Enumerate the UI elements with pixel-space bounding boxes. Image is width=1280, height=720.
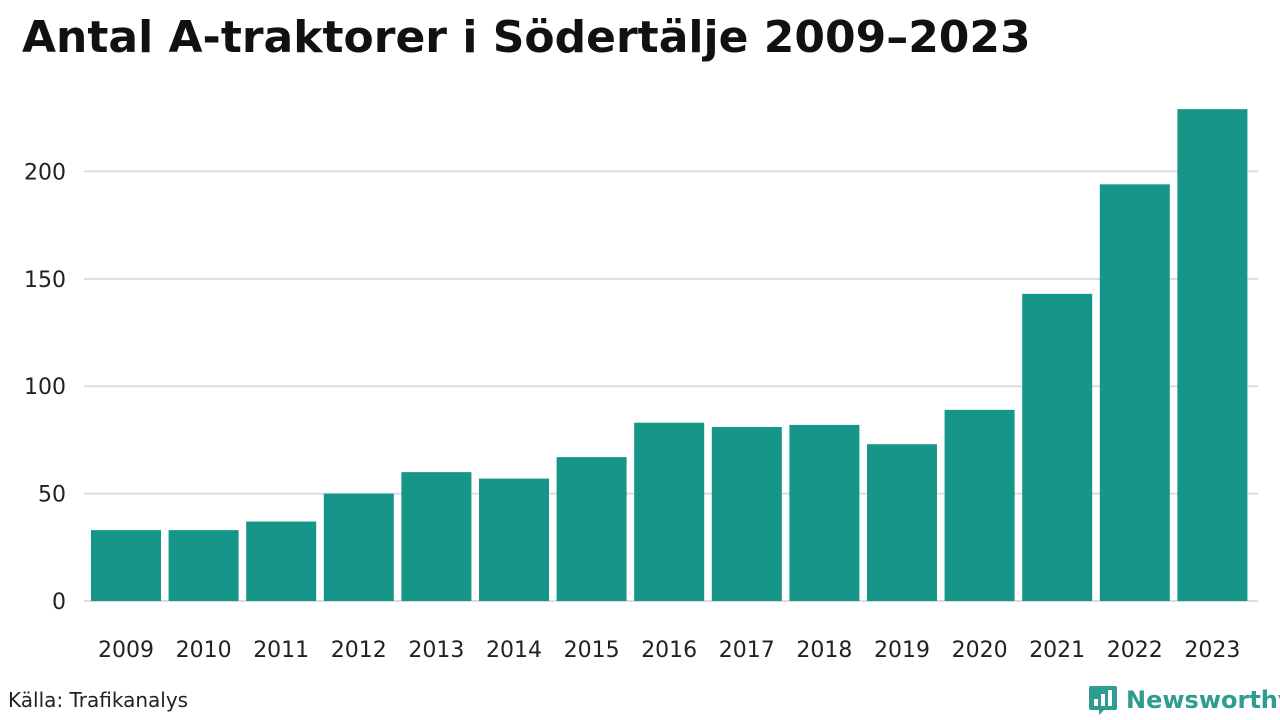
bar-2020[interactable] — [944, 409, 1015, 601]
bar-2014[interactable] — [479, 478, 549, 601]
x-tick-label: 2021 — [1029, 638, 1085, 663]
bars — [91, 109, 1248, 602]
y-tick-label: 200 — [24, 160, 66, 185]
x-tick-label: 2011 — [253, 638, 309, 663]
bar-2019[interactable] — [867, 444, 937, 601]
bar-2011[interactable] — [246, 521, 317, 601]
bar-2015[interactable] — [556, 457, 627, 601]
x-tick-label: 2020 — [952, 638, 1008, 663]
y-tick-label: 50 — [38, 483, 66, 508]
x-tick-label: 2016 — [641, 638, 697, 663]
x-tick-label: 2009 — [98, 638, 154, 663]
x-tick-label: 2010 — [176, 638, 232, 663]
bar-2023[interactable] — [1177, 109, 1248, 601]
x-tick-label: 2019 — [874, 638, 930, 663]
chart-title: Antal A-traktorer i Södertälje 2009–2023 — [22, 12, 1031, 63]
y-axis-ticks: 0 50 100 150 200 — [24, 160, 66, 615]
brand-name: Newsworthy — [1126, 686, 1280, 714]
x-axis-ticks: 2009 2010 2011 2012 2013 2014 2015 2016 2017 2018… — [98, 638, 1240, 663]
bar-2021[interactable] — [1022, 293, 1093, 601]
bar-2013[interactable] — [401, 472, 472, 601]
y-tick-label: 100 — [24, 375, 66, 400]
y-tick-label: 0 — [52, 590, 66, 615]
bar-2022[interactable] — [1099, 184, 1170, 602]
bar-2012[interactable] — [323, 493, 394, 601]
bar-chart: 0 50 100 150 200 2009 2010 2011 2012 2013 2014 201… — [24, 109, 1258, 663]
x-tick-label: 2013 — [408, 638, 464, 663]
bar-2010[interactable] — [168, 530, 239, 601]
y-tick-label: 150 — [24, 268, 66, 293]
x-tick-label: 2022 — [1107, 638, 1163, 663]
bar-chart-speech-bubble-icon — [1089, 686, 1117, 715]
brand-logo[interactable]: Newsworthy — [1088, 684, 1280, 716]
bar-2016[interactable] — [634, 422, 705, 601]
x-tick-label: 2017 — [719, 638, 775, 663]
x-tick-label: 2018 — [796, 638, 852, 663]
bar-2018[interactable] — [789, 424, 860, 601]
x-tick-label: 2012 — [331, 638, 387, 663]
bar-2009[interactable] — [91, 530, 161, 601]
bar-2017[interactable] — [711, 427, 782, 601]
x-tick-label: 2015 — [564, 638, 620, 663]
x-tick-label: 2023 — [1184, 638, 1240, 663]
x-tick-label: 2014 — [486, 638, 542, 663]
source-note: Källa: Trafikanalys — [8, 688, 189, 712]
